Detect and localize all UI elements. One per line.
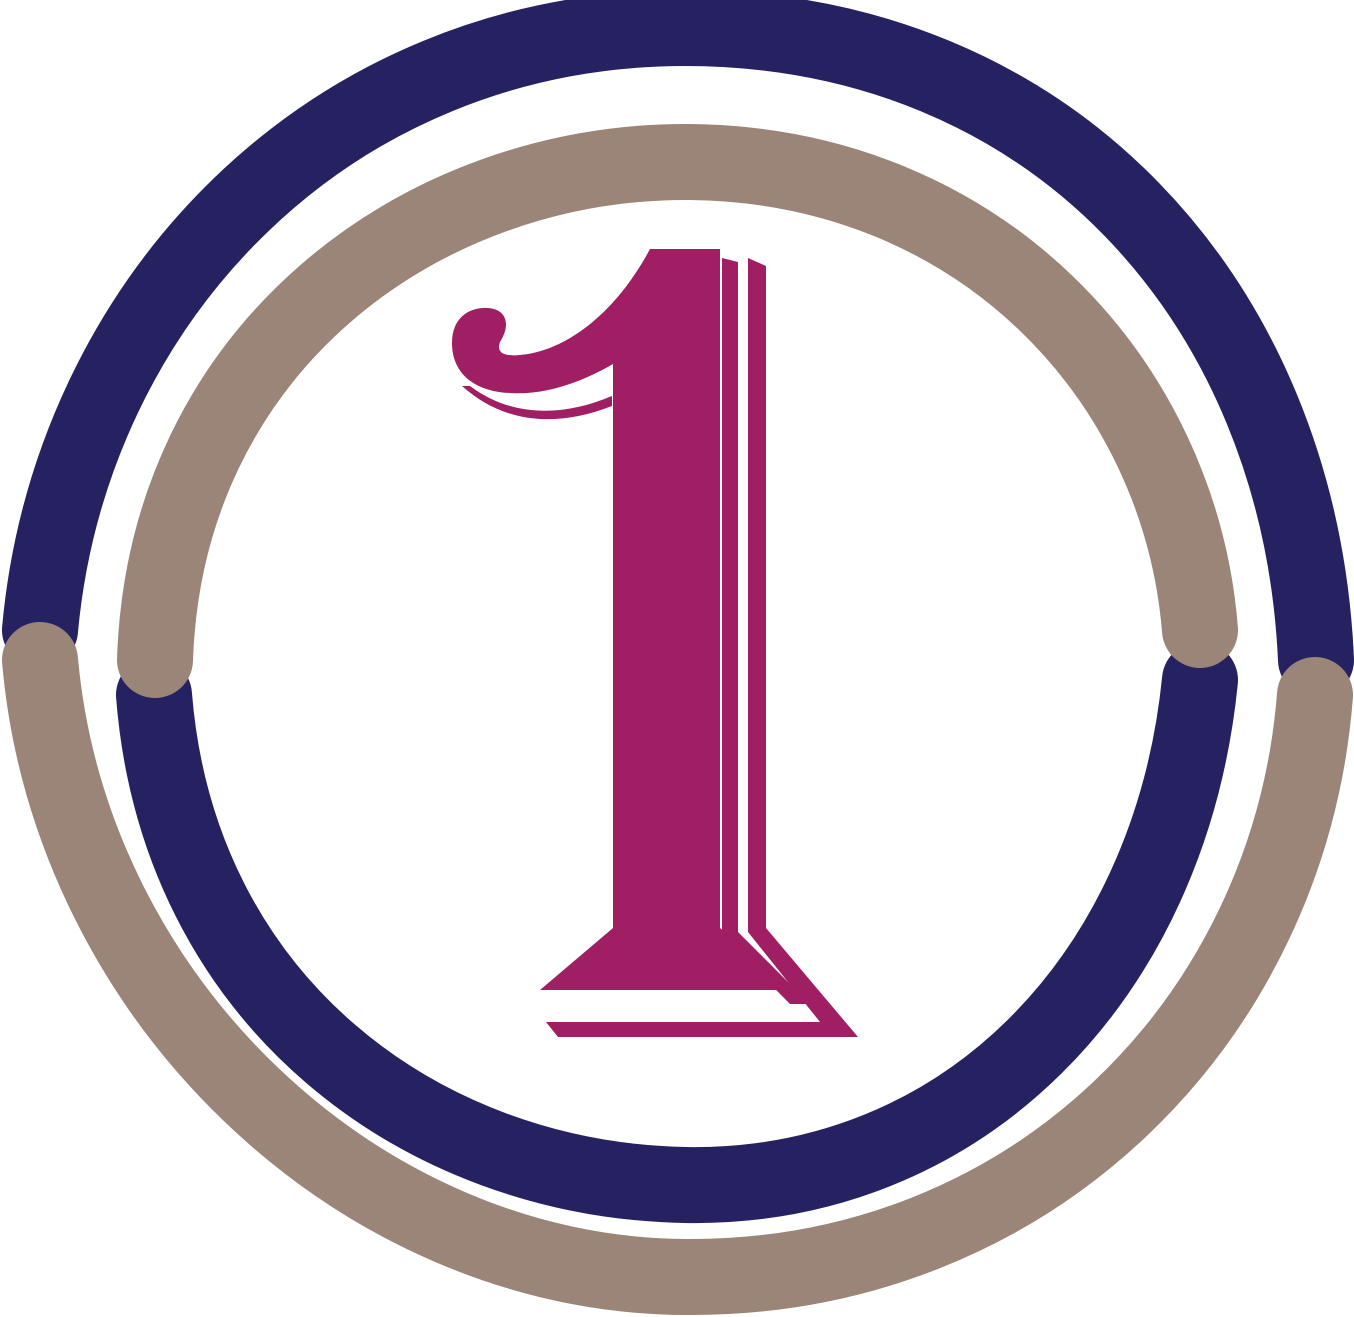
navy-ring-arc bbox=[2, 0, 1354, 698]
taupe-ring-arc bbox=[117, 123, 1238, 698]
taupe-outer-arc bbox=[2, 622, 1353, 1316]
navy-inner-arc bbox=[116, 642, 1238, 1224]
number-one-icon bbox=[452, 249, 858, 1037]
